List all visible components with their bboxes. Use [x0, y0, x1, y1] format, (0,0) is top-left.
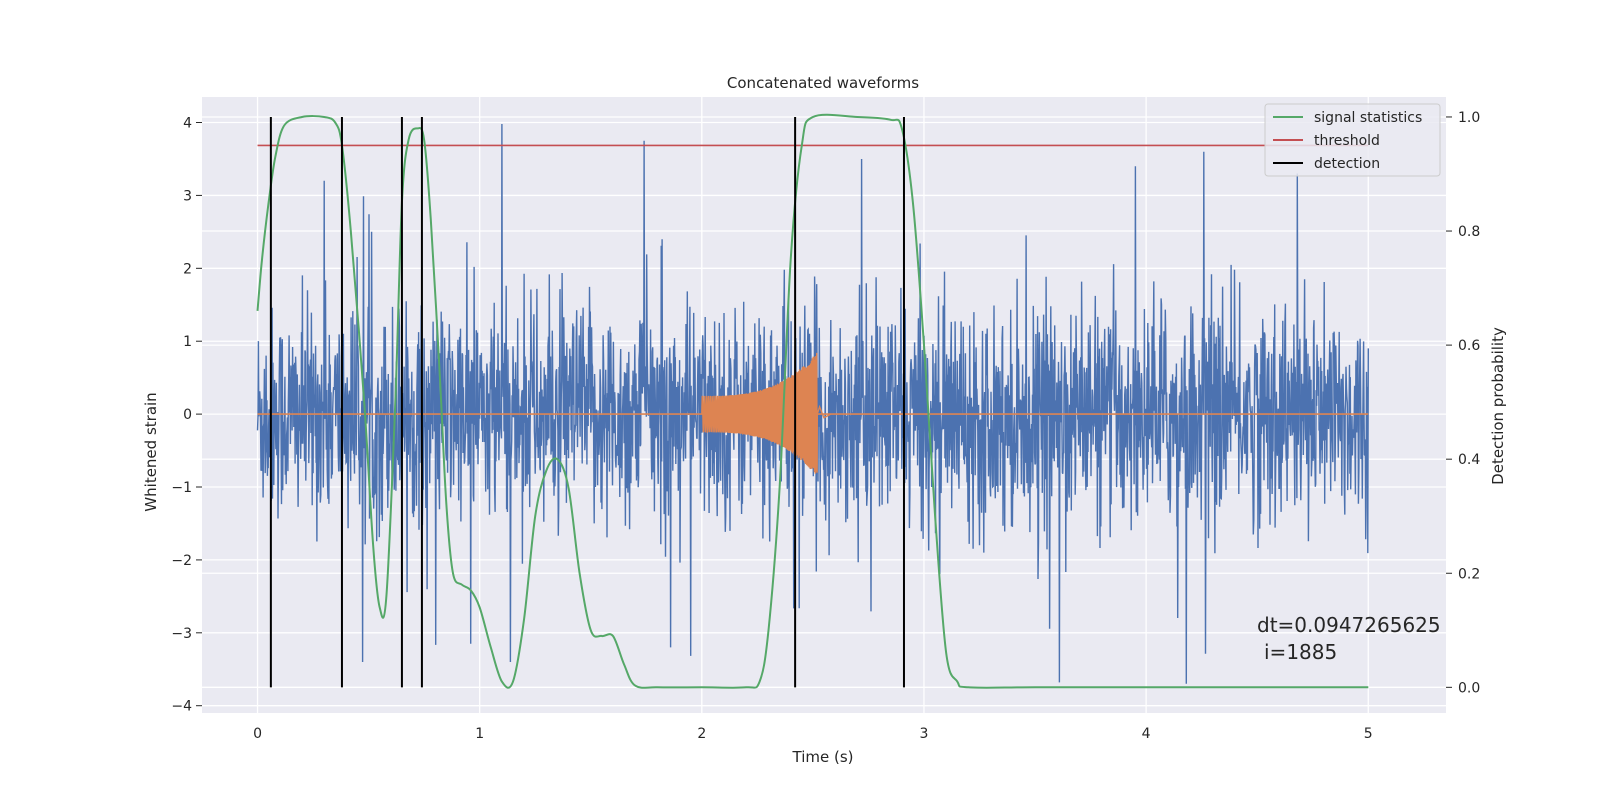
- legend-box: [1264, 103, 1441, 177]
- tick-labels: 0 1 2 3 4 5 −4 −3 −2 −1 0 1 2 3 4 0.0 0.2 0.4 0.6 0.8 1.0: [171, 110, 1480, 742]
- y-tick-label: −3: [171, 626, 192, 642]
- y-axis-label: Whitened strain: [142, 392, 160, 511]
- x-tick-label: 3: [920, 726, 929, 742]
- y-tick-label: −1: [171, 480, 192, 496]
- y2-tick-label: 0.4: [1458, 452, 1480, 468]
- annotation-dt: dt=0.0947265625: [1257, 613, 1441, 637]
- y-tick-label: 1: [183, 334, 192, 350]
- legend: signal statistics threshold detection: [1264, 103, 1441, 177]
- x-tick-label: 1: [475, 726, 484, 742]
- injection-series: [701, 352, 832, 474]
- legend-label-threshold: threshold: [1314, 133, 1380, 149]
- detection-lines: [269, 116, 905, 688]
- y-tick-label: −2: [171, 553, 192, 569]
- x-tick-label: 5: [1364, 726, 1373, 742]
- y-tick-label: 2: [183, 261, 192, 277]
- annotation-i: i=1885: [1264, 640, 1337, 664]
- y2-tick-label: 1.0: [1458, 110, 1480, 126]
- y2-tick-label: 0.2: [1458, 566, 1480, 582]
- y-tick-label: 4: [183, 116, 192, 132]
- chart-title: Concatenated waveforms: [727, 74, 919, 92]
- x-axis-label: Time (s): [792, 748, 854, 766]
- y-tick-label: 0: [183, 407, 192, 423]
- y-tick-label: −4: [171, 699, 192, 715]
- x-tick-label: 2: [697, 726, 706, 742]
- y2-tick-label: 0.6: [1458, 338, 1480, 354]
- legend-label-detection: detection: [1314, 156, 1380, 172]
- y2-tick-label: 0.0: [1458, 680, 1480, 696]
- y-tick-label: 3: [183, 188, 192, 204]
- y2-tick-label: 0.8: [1458, 224, 1480, 240]
- y2-axis-label: Detection probability: [1489, 327, 1507, 485]
- x-tick-label: 0: [253, 726, 262, 742]
- injection-line: [701, 352, 832, 474]
- legend-label-signal-statistics: signal statistics: [1314, 110, 1422, 126]
- x-tick-label: 4: [1142, 726, 1151, 742]
